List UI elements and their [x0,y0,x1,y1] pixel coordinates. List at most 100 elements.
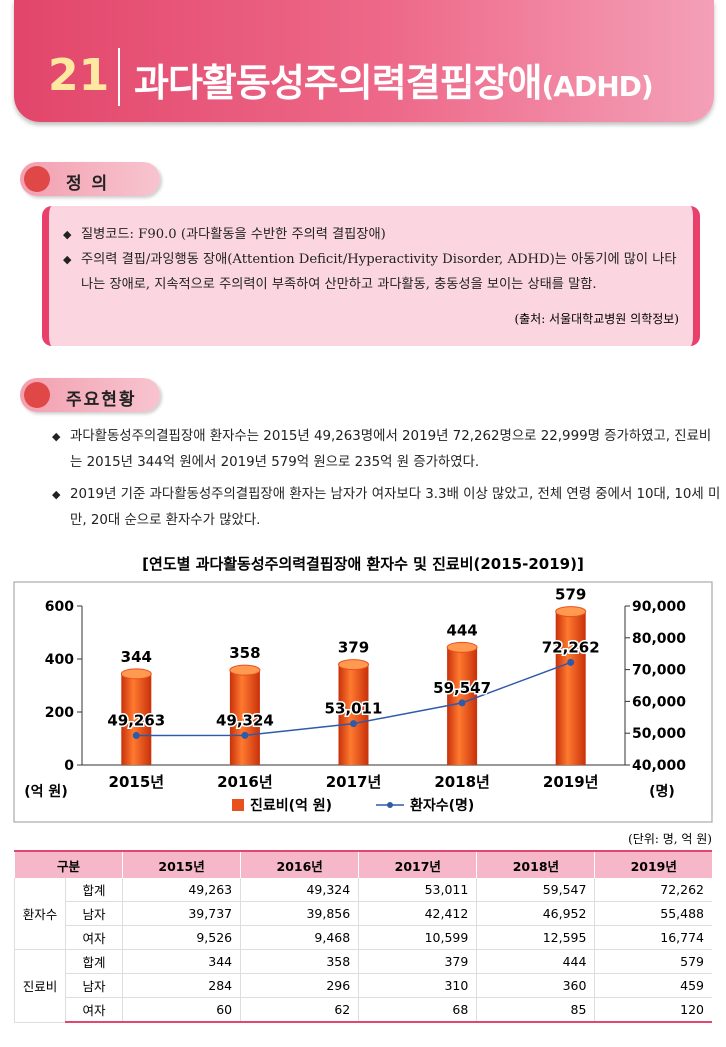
bar-top [446,641,478,653]
bar [338,664,369,765]
y2-tick-label: 40,000 [632,758,686,774]
y2-axis-label: (명) [649,783,675,800]
bullet: 과다활동성주의결핍장애 환자수는 2015년 49,263명에서 2019년 7… [52,424,722,476]
header-cell: 2015년 [121,850,241,878]
table-row: 환자수 합계 49,263 49,324 53,011 59,547 72,262 [14,878,712,950]
value-cell: 72,262 [594,878,712,902]
icon [24,166,50,192]
point-label: 49,263 [107,712,165,730]
header-cell: 2017년 [358,850,477,878]
chart: 0 200 400 600 40,000 50,000 60,000 70,000 80,000… [13,581,713,823]
y-tick-label: 0 [64,758,74,774]
x-tick-label: 2019년 [543,773,599,791]
value-cell: 12,595 [476,925,595,950]
point [350,720,357,728]
bar-label: 358 [229,644,260,662]
point-label: 53,011 [325,700,383,718]
definition-box: 질병코드: F90.0 (과다활동을 수반한 주의력 결핍장애) 주의력 결핍/… [42,206,700,346]
value-cell: 296 [240,973,359,998]
bar-top [120,668,152,680]
header-row: 구분 2015년 2016년 2017년 2018년 2019년 [14,850,712,878]
point [132,732,140,740]
point-label: 49,324 [216,711,274,729]
bar-label: 344 [121,648,152,666]
group-cell: 진료비 [14,949,66,1023]
y2-tick-label: 50,000 [632,726,686,742]
value-cell: 68 [358,997,477,1023]
status-text: 과다활동성주의결핍장애 환자수는 2015년 49,263명에서 2019년 7… [52,424,722,540]
table-unit: (단위: 명, 억 원) [628,832,712,846]
value-cell: 310 [358,973,477,998]
row-label: 여자 [65,997,123,1023]
value-cell: 39,856 [240,901,359,926]
value-cell: 42,412 [358,901,477,926]
point-label: 72,262 [542,638,600,656]
header-cell: 2019년 [594,850,712,878]
section-heading: 정 의 [20,162,160,196]
bar-top [555,606,587,618]
title-suffix: (ADHD) [541,70,654,103]
value-cell: 60 [121,997,241,1023]
bar [121,673,152,765]
y2-tick-label: 60,000 [632,694,686,710]
value-cell: 46,952 [476,901,595,926]
legend-dot [387,802,393,808]
group-cell: 환자수 [14,878,66,950]
legend-swatch [232,799,244,811]
bar-label: 579 [555,586,586,604]
x-tick-label: 2017년 [326,773,382,791]
value-cell: 9,526 [121,925,241,950]
table-row: 남자 39,737 39,856 42,412 46,952 55,488 [15,901,712,926]
value-cell: 16,774 [594,925,712,950]
table-row: 진료비 합계 344 358 379 444 579 [14,949,712,1023]
point-label: 59,547 [433,679,491,697]
chart-title: [연도별 과다활동성주의력결핍장애 환자수 및 진료비(2015-2019)] [142,555,584,573]
legend-label: 진료비(억 원) [250,797,332,814]
value-cell: 49,263 [121,878,241,902]
table-row: 여자 9,526 9,468 10,599 12,595 16,774 [15,925,712,950]
point [241,731,249,739]
header-cell: 2018년 [476,850,595,878]
x-tick-label: 2018년 [434,773,490,791]
value-cell: 62 [240,997,359,1023]
row-label: 합계 [65,878,123,902]
value-cell: 85 [476,997,595,1023]
value-cell: 379 [358,949,477,974]
y-axis-label: (억 원) [24,784,67,800]
row-label: 남자 [65,901,123,926]
x-tick-label: 2015년 [109,773,165,791]
row-label: 여자 [65,925,123,950]
row-label: 합계 [65,949,123,974]
point [567,658,575,666]
value-cell: 10,599 [358,925,477,950]
value-cell: 284 [121,973,241,998]
section-heading: 주요현황 [20,378,160,412]
y-tick-label: 400 [45,652,74,668]
value-cell: 59,547 [476,878,595,902]
value-cell: 444 [476,949,595,974]
value-cell: 360 [476,973,595,998]
heading-text: 주요현황 [66,390,137,410]
bar-label: 444 [446,621,477,639]
value-cell: 358 [240,949,359,974]
chapter-title: 과다활동성주의력결핍장애(ADHD) [134,52,654,107]
value-cell: 55,488 [594,901,712,926]
y-tick-label: 600 [45,599,74,615]
bullet: 질병코드: F90.0 (과다활동을 수반한 주의력 결핍장애) [63,222,679,247]
bullet: 주의력 결핍/과잉행동 장애(Attention Deficit/Hyperac… [63,247,679,297]
row-label: 남자 [65,973,123,998]
header-cell: 2016년 [240,850,359,878]
title-text: 과다활동성주의력결핍장애 [134,61,543,105]
bar [555,611,586,765]
icon [24,382,50,408]
y2-tick-label: 70,000 [632,663,686,679]
bar-top [338,659,369,671]
chapter-number: 21 [48,50,110,101]
table-row: 남자 284 296 310 360 459 [15,973,712,998]
data-table: 구분 2015년 2016년 2017년 2018년 2019년 환자수 합계 49,263 49… [14,850,712,1023]
value-cell: 49,324 [240,878,359,902]
value-cell: 9,468 [240,925,359,950]
value-cell: 53,011 [358,878,477,902]
value-cell: 459 [594,973,712,998]
